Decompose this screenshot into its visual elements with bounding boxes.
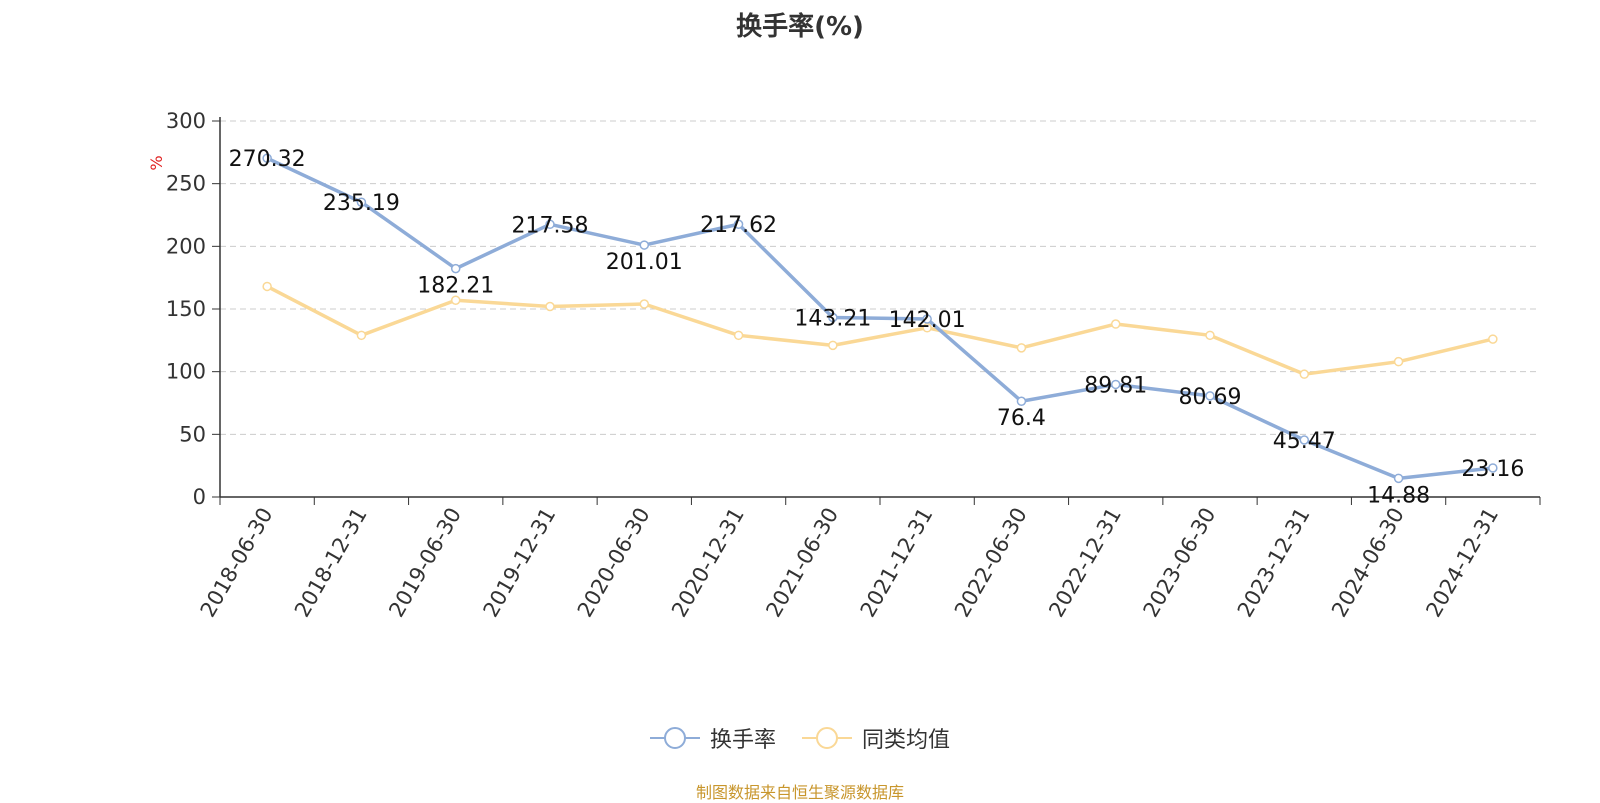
data-label-turnover: 76.4 <box>997 406 1046 431</box>
data-label-turnover: 217.58 <box>512 213 589 238</box>
x-tick-label: 2024-12-31 <box>1421 504 1503 622</box>
data-point-peer-average[interactable] <box>639 299 650 309</box>
x-tick-label: 2023-06-30 <box>1139 504 1221 622</box>
data-label-turnover: 80.69 <box>1179 385 1242 410</box>
y-axis-unit-label: % <box>147 155 166 170</box>
data-point-turnover[interactable] <box>356 197 367 207</box>
data-point-turnover[interactable] <box>828 312 838 323</box>
legend-label-peer-average: 同类均值 <box>862 728 951 753</box>
data-label-turnover: 14.88 <box>1367 483 1430 508</box>
data-label-turnover: 45.47 <box>1273 429 1336 454</box>
x-tick-label: 2022-06-30 <box>950 504 1032 622</box>
y-tick-label: 50 <box>179 422 206 446</box>
data-point-peer-average[interactable] <box>1205 330 1215 341</box>
data-point-peer-average[interactable] <box>356 330 367 341</box>
x-tick-label: 2023-12-31 <box>1233 504 1315 622</box>
data-point-turnover[interactable] <box>1299 435 1310 445</box>
y-tick-label: 0 <box>193 485 206 509</box>
x-tick-label: 2022-12-31 <box>1044 504 1126 622</box>
data-point-peer-average[interactable] <box>733 330 744 341</box>
y-tick-label: 100 <box>166 360 206 384</box>
x-tick-label: 2018-12-31 <box>290 504 372 622</box>
x-tick-label: 2019-06-30 <box>384 504 466 622</box>
data-point-peer-average[interactable] <box>1110 319 1121 329</box>
legend: 换手率 同类均值 <box>0 722 1600 754</box>
x-tick-label: 2021-12-31 <box>856 504 938 622</box>
x-tick-label: 2024-06-30 <box>1327 504 1409 622</box>
data-point-turnover[interactable] <box>733 219 744 229</box>
x-tick-label: 2020-12-31 <box>667 504 749 622</box>
x-tick-label: 2020-06-30 <box>573 504 655 622</box>
data-point-turnover[interactable] <box>545 219 555 230</box>
data-point-turnover[interactable] <box>1488 463 1498 473</box>
data-point-peer-average[interactable] <box>1393 356 1404 367</box>
y-tick-label: 300 <box>166 109 206 133</box>
source-note: 制图数据来自恒生聚源数据库 <box>695 783 904 802</box>
data-point-turnover[interactable] <box>262 153 272 163</box>
data-label-turnover: 201.01 <box>606 250 683 275</box>
data-point-peer-average[interactable] <box>450 295 461 305</box>
data-point-peer-average[interactable] <box>1488 334 1498 344</box>
data-label-turnover: 235.19 <box>323 191 400 216</box>
data-point-turnover[interactable] <box>1393 473 1404 484</box>
data-label-turnover: 142.01 <box>889 308 966 333</box>
legend-item-turnover[interactable]: 换手率 <box>649 722 776 754</box>
legend-label-turnover: 换手率 <box>709 728 776 753</box>
y-tick-label: 200 <box>166 234 206 258</box>
data-label-turnover: 23.16 <box>1461 457 1524 482</box>
data-label-turnover: 270.32 <box>229 147 306 172</box>
data-point-peer-average[interactable] <box>1016 343 1027 353</box>
data-point-turnover[interactable] <box>450 263 461 274</box>
data-label-turnover: 143.21 <box>794 307 871 332</box>
data-point-turnover[interactable] <box>1016 396 1027 406</box>
data-point-peer-average[interactable] <box>1299 369 1310 379</box>
data-point-peer-average[interactable] <box>545 301 555 312</box>
data-label-turnover: 217.62 <box>700 213 777 238</box>
series-line-turnover <box>266 156 1494 481</box>
series-line-peer-average <box>266 284 1494 376</box>
data-point-peer-average[interactable] <box>922 323 932 333</box>
x-tick-label: 2021-06-30 <box>761 504 843 622</box>
data-point-peer-average[interactable] <box>828 340 838 351</box>
data-label-turnover: 89.81 <box>1084 373 1147 398</box>
legend-line-circle-icon <box>802 727 852 749</box>
legend-line-circle-icon <box>649 727 700 749</box>
data-point-peer-average[interactable] <box>262 281 272 292</box>
y-tick-label: 150 <box>166 297 206 321</box>
y-tick-label: 250 <box>166 172 206 196</box>
chart-title: 换手率(%) <box>736 12 864 42</box>
x-tick-label: 2018-06-30 <box>196 504 278 622</box>
x-tick-label: 2019-12-31 <box>479 504 561 622</box>
legend-item-peer-average[interactable]: 同类均值 <box>802 722 950 754</box>
data-point-turnover[interactable] <box>639 240 650 250</box>
data-point-turnover[interactable] <box>1205 391 1215 401</box>
data-point-turnover[interactable] <box>922 314 932 324</box>
data-label-turnover: 182.21 <box>417 274 494 299</box>
data-point-turnover[interactable] <box>1110 379 1121 390</box>
